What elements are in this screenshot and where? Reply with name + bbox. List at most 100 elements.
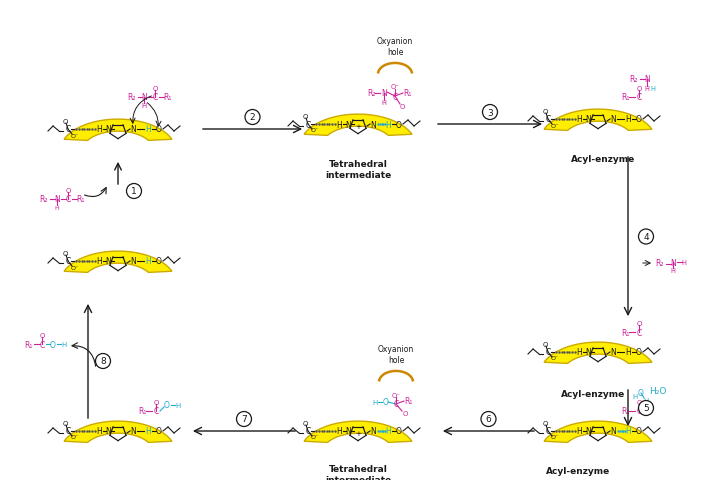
Text: C: C (636, 328, 641, 337)
Text: H₂O: H₂O (649, 386, 667, 395)
Text: 1: 1 (131, 187, 137, 196)
Text: H: H (633, 393, 638, 399)
Text: C: C (152, 93, 157, 102)
Text: O: O (638, 389, 644, 397)
Text: N: N (670, 258, 676, 267)
Polygon shape (64, 120, 172, 141)
Text: R₁: R₁ (138, 407, 146, 416)
Text: 8: 8 (100, 357, 106, 366)
Text: O⁻: O⁻ (551, 123, 559, 128)
Circle shape (481, 412, 496, 427)
Text: N: N (54, 194, 60, 203)
Text: O: O (63, 251, 68, 256)
Text: O: O (152, 86, 157, 92)
Text: R₂: R₂ (40, 195, 48, 204)
Text: O: O (302, 114, 308, 120)
Text: O⁻: O⁻ (311, 128, 319, 133)
Text: R₁: R₁ (24, 340, 32, 349)
Polygon shape (544, 421, 652, 443)
Polygon shape (64, 421, 172, 443)
Text: H: H (625, 115, 631, 124)
Text: O: O (399, 104, 405, 110)
Text: 7: 7 (241, 415, 247, 424)
Text: O: O (636, 427, 642, 435)
Text: O: O (396, 120, 402, 129)
Text: H: H (625, 348, 631, 357)
Circle shape (638, 401, 654, 416)
Text: C: C (153, 407, 159, 416)
Polygon shape (304, 115, 412, 136)
Text: C: C (65, 257, 70, 266)
Text: O⁻: O⁻ (71, 265, 79, 270)
Text: Oxyanion
hole: Oxyanion hole (377, 37, 413, 57)
Text: H: H (175, 402, 180, 408)
Text: H: H (651, 86, 656, 92)
Text: Tetrahedral
intermediate: Tetrahedral intermediate (325, 464, 391, 480)
Circle shape (96, 354, 111, 369)
Text: N: N (644, 75, 650, 84)
Text: N: N (610, 427, 616, 435)
Text: R₂: R₂ (128, 93, 136, 102)
Text: H: H (96, 427, 102, 435)
Text: O: O (403, 410, 408, 416)
Text: O: O (63, 420, 68, 426)
Text: H: H (625, 427, 631, 435)
Text: O: O (302, 420, 308, 426)
Text: R₂: R₂ (656, 258, 664, 267)
Text: O⁻: O⁻ (551, 434, 559, 440)
Text: Acyl-enzyme: Acyl-enzyme (561, 390, 625, 399)
Text: H: H (576, 348, 582, 357)
Circle shape (245, 110, 260, 125)
Polygon shape (544, 110, 652, 131)
Text: C: C (65, 195, 70, 204)
Text: Oxyanion
hole: Oxyanion hole (378, 345, 414, 364)
Text: R₂: R₂ (367, 89, 376, 98)
Text: R₁: R₁ (75, 195, 84, 204)
Text: Acyl-enzyme: Acyl-enzyme (546, 467, 610, 476)
Text: O: O (636, 399, 641, 405)
Text: C: C (306, 427, 311, 435)
Text: N: N (141, 93, 147, 102)
Text: O: O (383, 397, 389, 407)
Polygon shape (304, 421, 412, 443)
Text: O: O (156, 427, 162, 435)
Text: O: O (65, 188, 70, 193)
Text: H: H (382, 100, 386, 106)
Text: C: C (636, 93, 641, 102)
Text: H: H (145, 257, 151, 266)
Text: 6: 6 (485, 415, 491, 424)
Text: R₁: R₁ (620, 328, 629, 337)
Text: H: H (145, 125, 151, 134)
Text: H: H (576, 427, 582, 435)
Text: C: C (65, 125, 70, 134)
Text: O⁻: O⁻ (551, 356, 559, 361)
Text: O: O (156, 257, 162, 266)
Text: O: O (40, 332, 45, 338)
Polygon shape (64, 252, 172, 273)
Text: C: C (40, 340, 45, 349)
Text: O: O (636, 348, 642, 357)
Polygon shape (544, 342, 652, 364)
Text: N: N (130, 427, 136, 435)
Text: Tetrahedral
intermediate: Tetrahedral intermediate (325, 160, 391, 180)
Text: +: + (355, 124, 361, 130)
Text: O: O (636, 86, 641, 92)
Text: H: H (385, 427, 391, 435)
Text: N: N (345, 427, 351, 435)
Text: 4: 4 (644, 232, 649, 241)
Text: 3: 3 (487, 108, 493, 117)
Text: N: N (345, 120, 351, 129)
Text: R₂: R₂ (630, 75, 638, 84)
Circle shape (127, 184, 142, 199)
Text: C: C (636, 407, 641, 416)
Text: N: N (381, 89, 387, 98)
Text: H: H (61, 341, 67, 347)
Text: C: C (546, 115, 551, 124)
Text: 2: 2 (249, 113, 255, 122)
Text: O⁻: O⁻ (311, 434, 319, 440)
Text: O: O (542, 109, 548, 115)
Text: O: O (50, 340, 56, 349)
Text: H: H (644, 86, 649, 92)
Text: O: O (396, 427, 402, 435)
Text: O⁻: O⁻ (71, 434, 79, 440)
